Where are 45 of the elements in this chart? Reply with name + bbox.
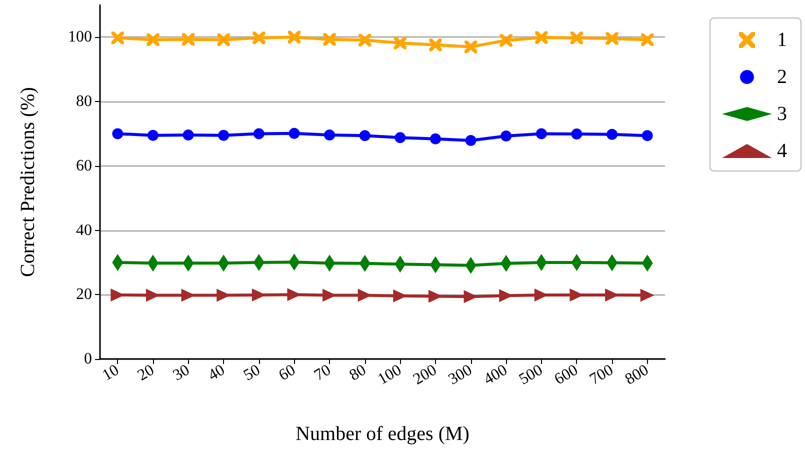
x-tick-label: 600 [552,362,581,388]
legend-label: 1 [777,29,787,51]
y-tick-label: 40 [76,222,92,239]
x-axis-title: Number of edges (M) [296,423,470,445]
point [536,128,547,140]
point [642,130,653,142]
x-tick-label: 80 [346,362,370,384]
point [606,128,618,140]
x-tick-label: 70 [311,362,334,384]
point [253,128,264,140]
point [147,130,158,141]
point [359,130,370,142]
x-tick-label: 100 [375,362,404,388]
legend-label: 3 [777,103,787,125]
legend-label: 2 [777,66,787,88]
x-tick-label: 800 [622,362,652,388]
x-tick-label: 20 [134,362,158,384]
x-tick-label: 50 [240,362,264,384]
point [218,130,230,141]
y-axis-title: Correct Predictions (%) [17,87,39,277]
legend-label: 4 [777,140,787,162]
x-tick-label: 300 [446,362,476,388]
point [182,130,194,141]
x-tick-label: 400 [481,362,510,388]
point [465,134,476,146]
point [640,288,654,302]
point [394,132,406,144]
x-tick-label: 200 [410,362,440,388]
point [112,128,124,140]
y-tick-label: 100 [68,28,92,46]
point [571,128,582,140]
x-tick-label: 500 [516,362,546,388]
x-tick-label: 40 [206,362,228,384]
y-tick-label: 0 [84,350,92,368]
x-tick-label: 700 [587,362,616,388]
point [500,130,512,142]
x-tick-label: 10 [100,362,122,384]
point [288,128,300,139]
y-tick-label: 20 [76,286,92,304]
point [430,133,441,144]
y-tick-label: 80 [76,93,92,110]
point [324,130,336,141]
x-tick-label: 30 [170,362,193,384]
x-tick-label: 60 [276,362,298,384]
y-tick-label: 60 [76,157,92,174]
